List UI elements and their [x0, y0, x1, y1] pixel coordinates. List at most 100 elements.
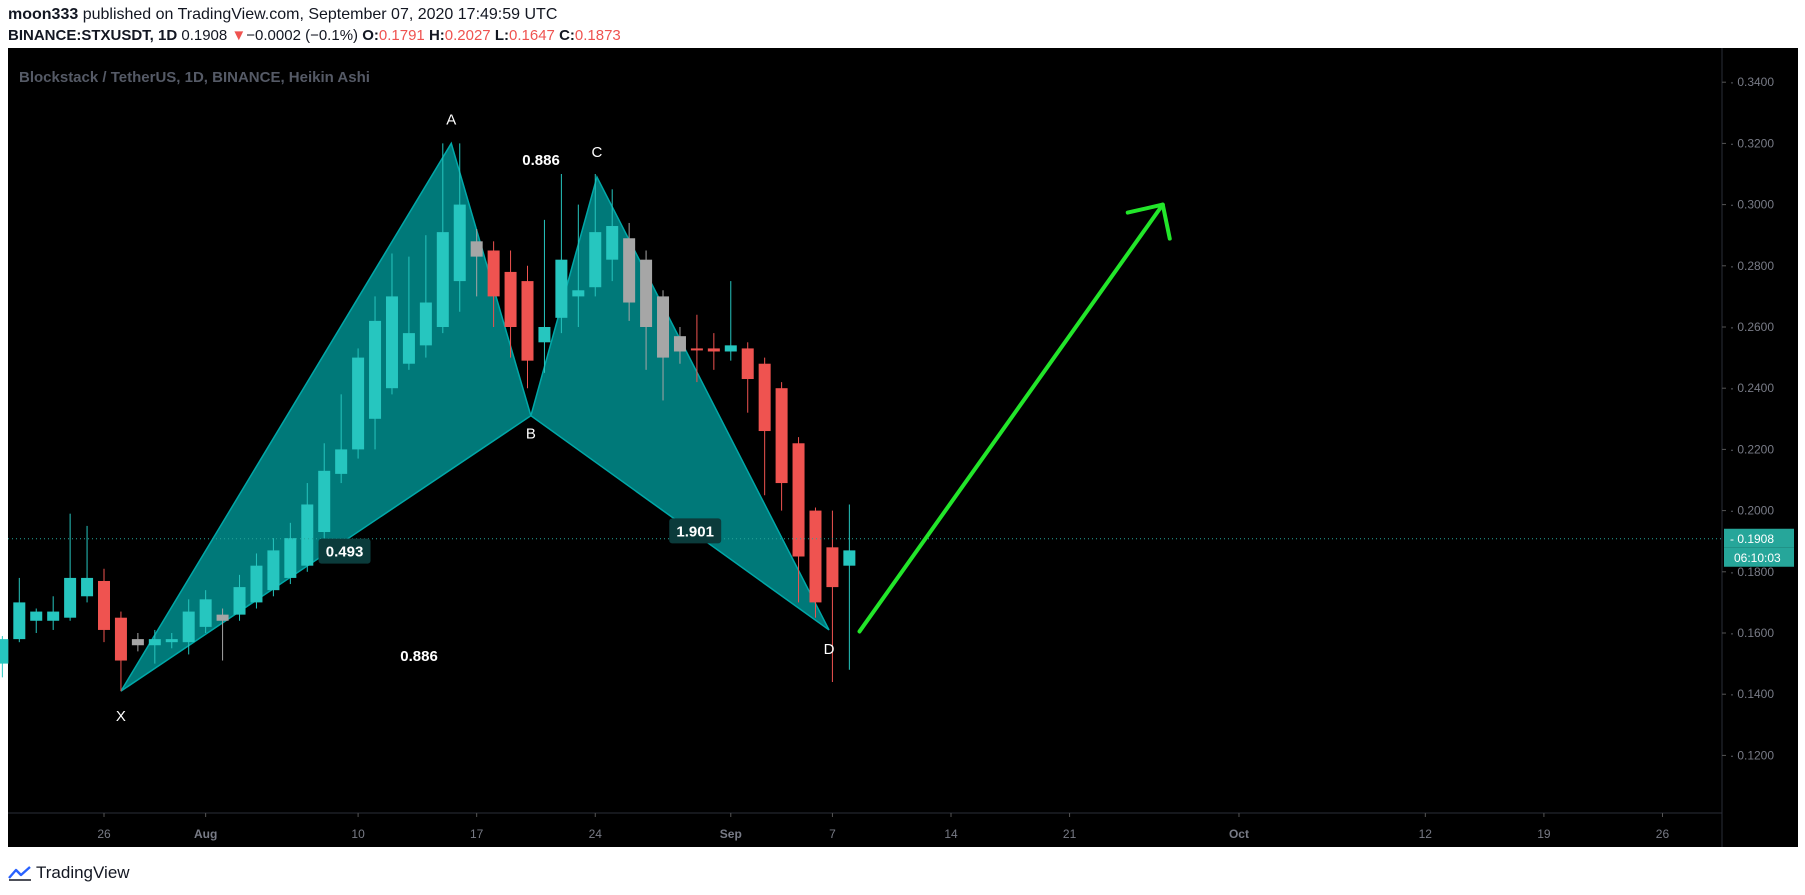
- candle-body: [436, 232, 449, 327]
- candle-body: [470, 241, 483, 257]
- candle-body: [64, 577, 77, 618]
- trend-arrow[interactable]: [857, 202, 1172, 634]
- candle-body: [114, 617, 127, 661]
- candle: [114, 611, 127, 692]
- candle-body: [267, 550, 280, 591]
- candle-body: [640, 259, 653, 327]
- chart-title: Blockstack / TetherUS, 1D, BINANCE, Heik…: [19, 69, 370, 86]
- candle-body: [504, 271, 517, 327]
- x-tick-label: 12: [1419, 827, 1433, 841]
- candle-body: [131, 639, 144, 646]
- candle-body: [284, 538, 297, 578]
- candle: [402, 256, 415, 370]
- candle-body: [775, 388, 788, 484]
- candle-body: [487, 250, 500, 297]
- countdown-tag: [1724, 547, 1794, 567]
- author-name[interactable]: moon333: [8, 6, 79, 23]
- candle: [284, 522, 297, 585]
- price-axis[interactable]: · 0.3400 · 0.3200 · 0.3000 · 0.2800 · 0.2600…: [1722, 75, 1794, 762]
- last-price: 0.1908: [181, 27, 228, 44]
- y-tick-label: · 0.2400: [1730, 381, 1774, 395]
- ratio-label-box: [669, 518, 722, 544]
- x-tick-label: 21: [1063, 827, 1077, 841]
- y-tick-label: · 0.1600: [1730, 626, 1774, 640]
- candle: [521, 265, 534, 389]
- candle: [318, 443, 331, 539]
- candle: [504, 250, 517, 358]
- x-tick-label: 14: [944, 827, 958, 841]
- candle: [64, 513, 77, 621]
- high-value: 0.2027: [444, 27, 491, 44]
- high-label: H:: [428, 27, 445, 44]
- candle: [81, 525, 94, 603]
- symbol-label: BINANCE:STXUSDT, 1D: [8, 27, 178, 44]
- candle: [98, 568, 110, 643]
- tradingview-brand[interactable]: TradingView: [36, 863, 130, 882]
- candle: [589, 174, 602, 297]
- candle-body: [419, 302, 432, 346]
- chart-header: moon333 published on TradingView.com, Se…: [8, 4, 1788, 46]
- candle: [606, 189, 619, 282]
- candles: [0, 143, 1722, 692]
- candle: [301, 483, 314, 572]
- candle: [267, 538, 280, 597]
- candle-body: [0, 639, 9, 664]
- change-down-icon: ▼: [231, 27, 247, 44]
- candle-body: [402, 333, 415, 364]
- candle: [792, 437, 805, 603]
- candle-body: [148, 639, 161, 646]
- candle: [0, 636, 9, 678]
- candle: [487, 241, 500, 327]
- publish-line: moon333 published on TradingView.com, Se…: [8, 4, 1788, 26]
- candle: [148, 629, 161, 664]
- candle: [775, 382, 788, 511]
- candle-body: [809, 510, 822, 603]
- footer: TradingView: [8, 858, 130, 888]
- candle: [623, 222, 636, 321]
- y-tick-label: · 0.2800: [1730, 259, 1774, 273]
- candle: [385, 253, 398, 395]
- candle: [707, 333, 720, 370]
- tradingview-logo-icon: [8, 866, 31, 881]
- candle-body: [182, 611, 195, 643]
- candle-body: [352, 357, 365, 450]
- candle-body: [385, 296, 398, 389]
- x-tick-label: 10: [351, 827, 365, 841]
- candle-body: [30, 611, 43, 621]
- x-tick-label: 17: [470, 827, 484, 841]
- pattern-point-label: X: [116, 708, 126, 725]
- candle: [436, 143, 449, 334]
- x-tick-label: 26: [97, 827, 111, 841]
- ratio-label: 0.493: [326, 544, 364, 561]
- candle: [47, 596, 60, 630]
- x-tick-label: Sep: [720, 827, 742, 841]
- close-label: C:: [559, 27, 575, 44]
- open-value: 0.1791: [378, 27, 425, 44]
- candle-body: [707, 348, 720, 352]
- candle-body: [318, 470, 331, 533]
- y-tick-label: · 0.2600: [1730, 320, 1774, 334]
- candle-body: [826, 547, 839, 588]
- candle: [572, 204, 585, 327]
- ohlc-line: BINANCE:STXUSDT, 1D 0.1908 ▼−0.0002 (−0.…: [8, 26, 1788, 46]
- close-value: 0.1873: [574, 27, 621, 44]
- x-tick-label: Aug: [194, 827, 217, 841]
- candle-body: [81, 577, 94, 597]
- pattern-point-label: B: [526, 426, 536, 443]
- x-tick-label: 24: [589, 827, 603, 841]
- candle-body: [47, 611, 60, 621]
- candle: [758, 357, 771, 496]
- candle-body: [199, 599, 212, 627]
- arrow-shaft: [857, 202, 1165, 634]
- published-text: published on TradingView.com, September …: [82, 6, 558, 23]
- candle-body: [758, 363, 771, 432]
- candle: [131, 633, 144, 652]
- candle: [538, 219, 551, 373]
- candle-body: [453, 204, 466, 282]
- candle: [30, 608, 43, 633]
- candle-body: [724, 345, 737, 352]
- ratio-label: 0.886: [400, 648, 438, 665]
- price-change: −0.0002 (−0.1%): [246, 27, 359, 44]
- ratio-label: 1.901: [676, 523, 714, 540]
